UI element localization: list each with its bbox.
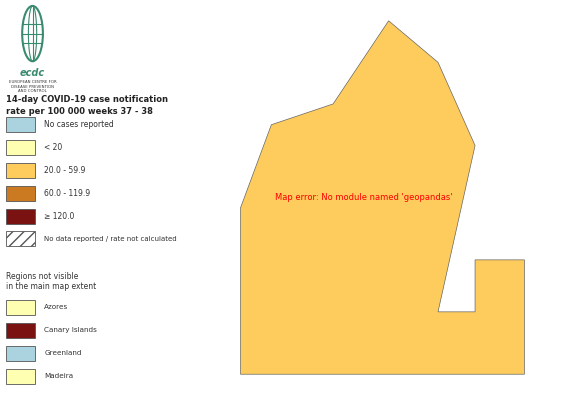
Bar — [6, 186, 35, 201]
Text: ecdc: ecdc — [20, 68, 45, 78]
Polygon shape — [241, 21, 524, 374]
Text: Canary Islands: Canary Islands — [45, 327, 97, 333]
Bar — [6, 300, 35, 315]
Bar — [6, 209, 35, 224]
Text: Azores: Azores — [45, 304, 68, 310]
Text: Madeira: Madeira — [45, 373, 74, 379]
Bar — [6, 346, 35, 361]
Text: No cases reported: No cases reported — [45, 120, 114, 129]
Text: 20.0 - 59.9: 20.0 - 59.9 — [45, 166, 86, 175]
Text: 60.0 - 119.9: 60.0 - 119.9 — [45, 189, 90, 198]
Text: Greenland: Greenland — [45, 350, 82, 356]
Bar — [6, 117, 35, 132]
Bar — [6, 369, 35, 384]
Bar — [6, 231, 35, 246]
Text: Regions not visible
in the main map extent: Regions not visible in the main map exte… — [6, 272, 96, 291]
Bar — [6, 323, 35, 338]
Text: Map error: No module named 'geopandas': Map error: No module named 'geopandas' — [275, 193, 453, 202]
Text: rate per 100 000 weeks 37 - 38: rate per 100 000 weeks 37 - 38 — [6, 107, 153, 116]
Text: 14-day COVID-19 case notification: 14-day COVID-19 case notification — [6, 95, 168, 104]
Text: < 20: < 20 — [45, 143, 63, 152]
Text: ≥ 120.0: ≥ 120.0 — [45, 212, 75, 220]
Text: EUROPEAN CENTRE FOR
DISEASE PREVENTION
AND CONTROL: EUROPEAN CENTRE FOR DISEASE PREVENTION A… — [9, 80, 56, 93]
Bar — [6, 140, 35, 155]
Text: No data reported / rate not calculated: No data reported / rate not calculated — [45, 236, 177, 242]
Bar — [6, 163, 35, 178]
